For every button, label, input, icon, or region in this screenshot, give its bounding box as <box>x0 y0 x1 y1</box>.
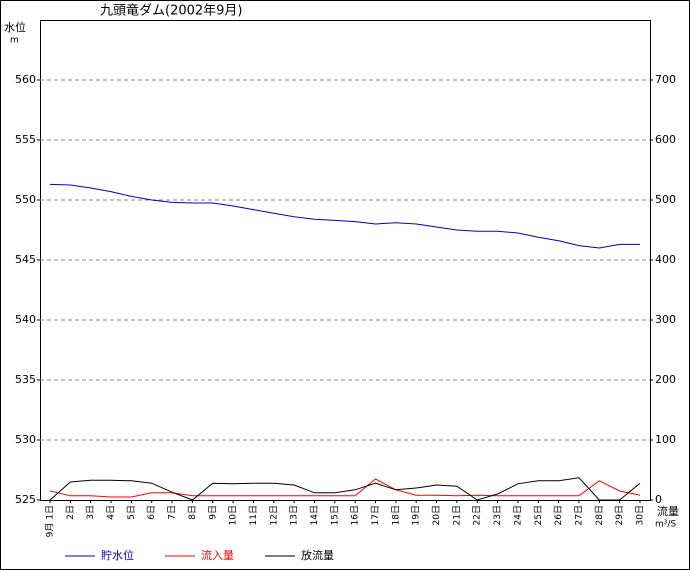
x-tick-label: 19日 <box>411 505 422 525</box>
y2-tick-label: 100 <box>655 433 676 446</box>
series-line <box>49 183 640 249</box>
series-line <box>49 478 641 498</box>
y-tick-label: 525 <box>15 493 36 506</box>
x-tick-label: 24日 <box>512 505 523 525</box>
y-axis-unit: m <box>10 36 19 46</box>
x-tick-label: 10日 <box>228 505 239 525</box>
x-tick-label: 8日 <box>187 505 198 520</box>
x-tick-label: 22日 <box>472 505 483 525</box>
y2-tick-label: 200 <box>655 373 676 386</box>
x-tick-label: 9月 1日 <box>45 505 56 537</box>
y2-axis-label: 流量 <box>657 504 679 518</box>
x-tick-label: 12日 <box>268 505 279 525</box>
y2-tick-label: 400 <box>655 253 676 266</box>
x-tick-label: 2日 <box>65 505 76 520</box>
x-tick-label: 21日 <box>451 505 462 525</box>
y2-axis-unit: m³/S <box>655 520 676 530</box>
y-tick-label: 535 <box>15 373 36 386</box>
legend-label: 流入量 <box>201 548 234 562</box>
x-tick-label: 29日 <box>614 505 625 525</box>
y-tick-label: 560 <box>15 73 36 86</box>
x-tick-label: 27日 <box>573 505 584 525</box>
y2-tick-label: 700 <box>655 73 676 86</box>
x-tick-label: 3日 <box>85 505 96 520</box>
x-tick-label: 28日 <box>594 505 605 525</box>
x-tick-label: 11日 <box>248 505 259 525</box>
x-tick-label: 30日 <box>635 505 646 525</box>
y-tick-label: 540 <box>15 313 36 326</box>
x-tick-label: 13日 <box>289 505 300 525</box>
x-tick-label: 15日 <box>329 505 340 525</box>
x-tick-label: 9日 <box>207 505 218 520</box>
y-tick-label: 550 <box>15 193 36 206</box>
y-axis-label: 水位 <box>4 20 26 34</box>
x-tick-label: 17日 <box>370 505 381 525</box>
y2-tick-label: 600 <box>655 133 676 146</box>
y2-tick-label: 500 <box>655 193 676 206</box>
x-tick-label: 23日 <box>492 505 503 525</box>
legend-label: 貯水位 <box>101 548 134 562</box>
y2-tick-label: 0 <box>655 493 662 506</box>
x-tick-label: 16日 <box>350 505 361 525</box>
x-tick-label: 14日 <box>309 505 320 525</box>
x-tick-label: 7日 <box>167 505 178 520</box>
y2-tick-label: 300 <box>655 313 676 326</box>
chart-title: 九頭竜ダム(2002年9月) <box>100 4 243 19</box>
y-tick-label: 545 <box>15 253 36 266</box>
x-tick-label: 20日 <box>431 505 442 525</box>
x-tick-label: 5日 <box>126 505 137 520</box>
legend-label: 放流量 <box>301 548 334 562</box>
x-tick-label: 6日 <box>146 505 157 520</box>
y-tick-label: 555 <box>15 133 36 146</box>
x-tick-label: 25日 <box>533 505 544 525</box>
x-tick-label: 18日 <box>390 505 401 525</box>
series-line <box>49 477 641 501</box>
x-tick-label: 26日 <box>553 505 564 525</box>
x-tick-label: 4日 <box>106 505 117 520</box>
y-tick-label: 530 <box>15 433 36 446</box>
